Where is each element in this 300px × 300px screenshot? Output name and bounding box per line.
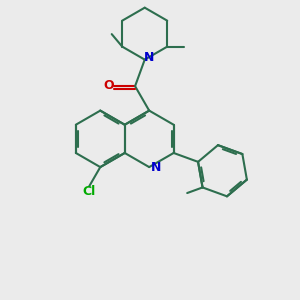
Text: O: O	[103, 79, 114, 92]
Text: N: N	[151, 160, 161, 174]
Text: N: N	[144, 51, 155, 64]
Text: Cl: Cl	[82, 185, 95, 198]
